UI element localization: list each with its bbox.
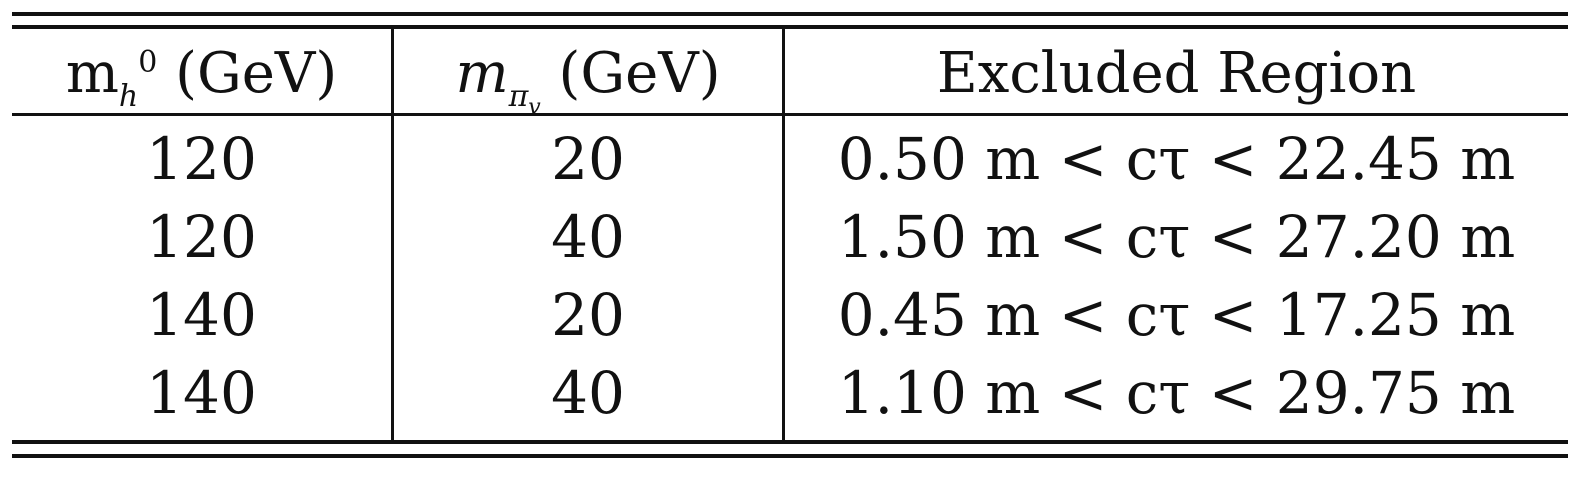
header-rule: [12, 113, 1568, 116]
column-divider-1: [391, 28, 394, 442]
header-mpi-base: m: [455, 41, 509, 106]
column-divider-2: [782, 28, 785, 442]
cell-region-row4: 1.10 m < cτ < 29.75 m: [837, 359, 1516, 427]
header-mh-sup: 0: [138, 45, 158, 80]
cell-mh-row1: 120: [146, 125, 257, 193]
cell-region-row3: 0.45 m < cτ < 17.25 m: [837, 281, 1516, 349]
header-mpi: mπv (GeV): [394, 46, 782, 119]
header-mh-sub: h: [118, 79, 139, 114]
top-rule-2: [12, 25, 1568, 29]
header-mpi-subsub: v: [528, 95, 541, 120]
cell-mh-row3: 140: [146, 281, 257, 349]
bottom-rule-2: [12, 454, 1568, 458]
cell-region-row2: 1.50 m < cτ < 27.20 m: [837, 203, 1516, 271]
top-rule-1: [12, 12, 1568, 16]
header-mpi-unit: (GeV): [558, 41, 721, 106]
cell-mpi-row2: 40: [551, 203, 625, 271]
cell-mpi-row1: 20: [551, 125, 625, 193]
cell-mh-row2: 120: [146, 203, 257, 271]
bottom-rule-1: [12, 440, 1568, 444]
cell-region-row1: 0.50 m < cτ < 22.45 m: [837, 125, 1516, 193]
header-mh: mh0 (GeV): [12, 45, 391, 112]
header-mh-base: m: [65, 41, 119, 106]
cell-mpi-row4: 40: [551, 359, 625, 427]
cell-mpi-row3: 20: [551, 281, 625, 349]
header-mh-unit: (GeV): [175, 41, 338, 106]
header-excluded-region: Excluded Region: [936, 41, 1417, 106]
header-mpi-sub: π: [508, 79, 529, 114]
cell-mh-row4: 140: [146, 359, 257, 427]
